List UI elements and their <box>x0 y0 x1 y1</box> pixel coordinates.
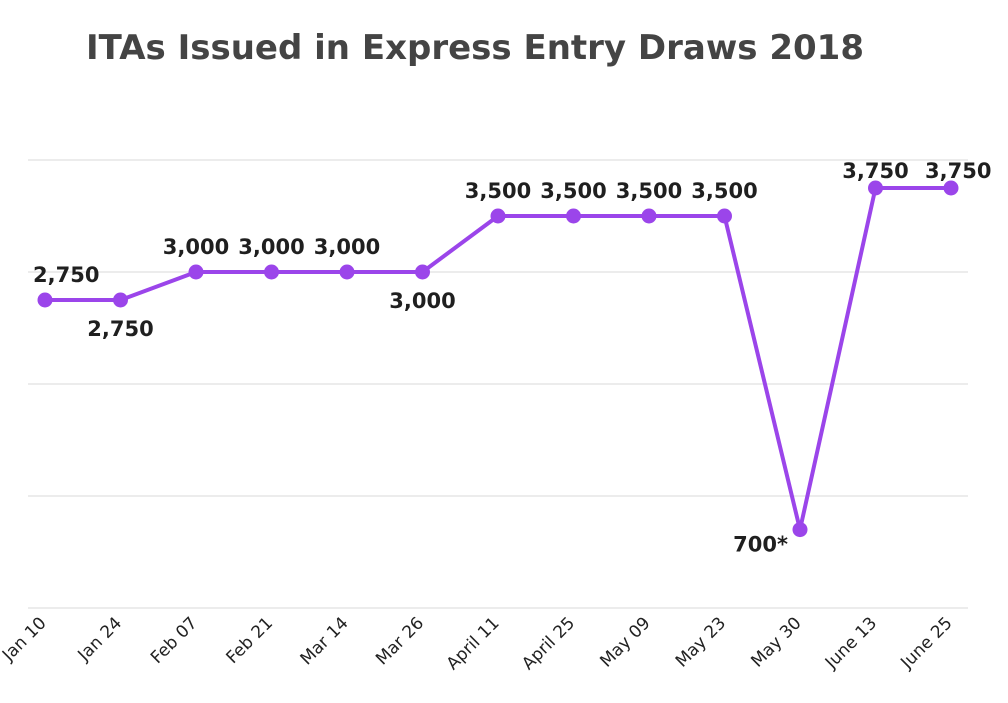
data-point[interactable] <box>490 208 506 224</box>
x-tick-label: Jan 10 <box>0 613 51 666</box>
x-tick-label: Feb 21 <box>222 613 277 668</box>
data-point[interactable] <box>641 208 657 224</box>
chart-title: ITAs Issued in Express Entry Draws 2018 <box>86 28 864 68</box>
x-tick-label: June 13 <box>821 613 881 673</box>
data-point[interactable] <box>188 264 204 280</box>
data-point[interactable] <box>264 264 279 280</box>
data-point[interactable] <box>415 264 430 280</box>
data-label: 3,750 <box>925 159 991 183</box>
x-tick-label: April 25 <box>518 613 579 674</box>
data-label: 3,000 <box>163 235 229 259</box>
data-point[interactable] <box>113 292 128 308</box>
x-tick-label: Mar 14 <box>297 613 353 669</box>
data-label: 3,000 <box>314 235 380 259</box>
x-tick-label: May 23 <box>672 613 730 671</box>
data-point[interactable] <box>566 208 581 224</box>
data-label: 2,750 <box>33 263 99 287</box>
data-label: 3,000 <box>238 235 304 259</box>
gridlines <box>28 159 968 609</box>
data-point[interactable] <box>37 292 53 308</box>
x-tick-label: June 25 <box>896 613 956 673</box>
x-tick-label: April 11 <box>443 613 504 674</box>
data-label: 3,000 <box>389 289 455 313</box>
data-point[interactable] <box>792 522 808 538</box>
data-label: 3,500 <box>616 179 682 203</box>
data-point[interactable] <box>717 208 732 224</box>
data-label: 3,500 <box>691 179 757 203</box>
x-tick-label: May 30 <box>747 613 805 671</box>
data-label: 700* <box>733 533 788 557</box>
data-points <box>37 180 959 538</box>
x-tick-label: May 09 <box>596 613 654 671</box>
data-label: 3,750 <box>842 159 908 183</box>
data-label: 3,500 <box>465 179 531 203</box>
data-point[interactable] <box>339 264 355 280</box>
x-tick-label: Mar 26 <box>372 613 428 669</box>
data-label: 2,750 <box>87 317 153 341</box>
data-labels: 2,750 2,750 3,000 3,000 3,000 3,000 3,500 3,500… <box>33 159 991 557</box>
x-tick-label: Jan 24 <box>74 613 127 666</box>
data-point[interactable] <box>943 180 959 196</box>
data-point[interactable] <box>868 180 883 196</box>
x-axis-ticks: Jan 10 Jan 24 Feb 07 Feb 21 Mar 14 Mar 26 Apri… <box>0 613 957 674</box>
x-tick-label: Feb 07 <box>147 613 202 668</box>
data-label: 3,500 <box>540 179 606 203</box>
